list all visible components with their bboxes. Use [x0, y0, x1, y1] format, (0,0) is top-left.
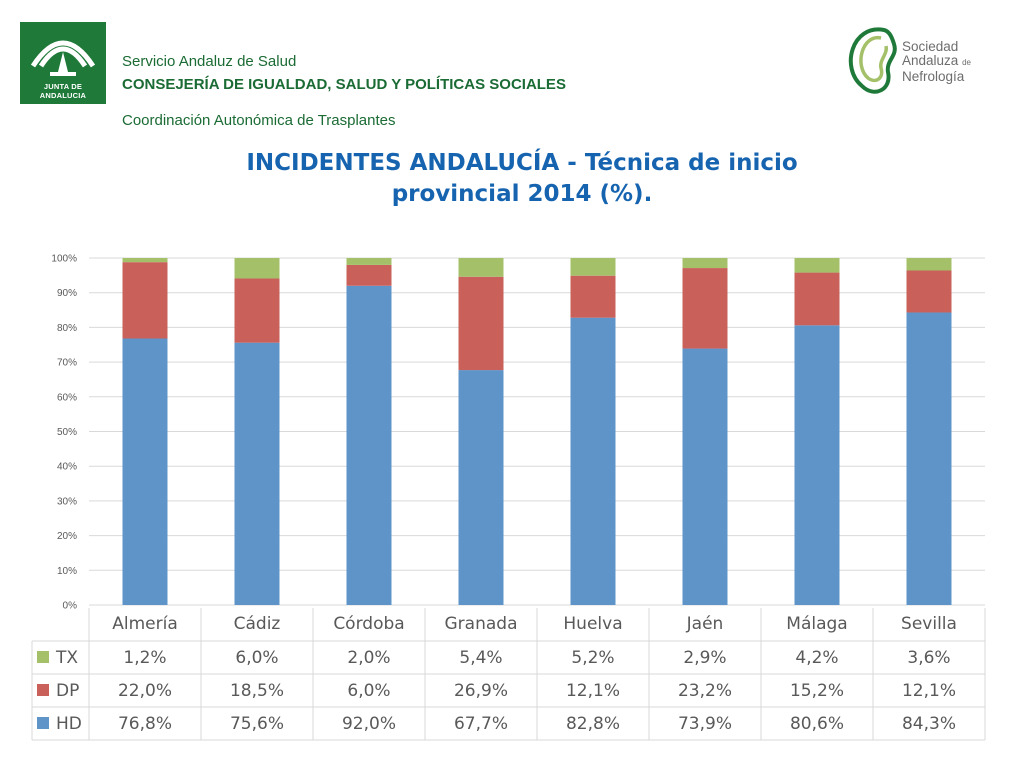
- table-cell-value: 23,2%: [678, 681, 732, 701]
- table-cell-value: 73,9%: [678, 714, 732, 734]
- sociedad-text-line1: Sociedad: [902, 39, 959, 54]
- x-category-label: Sevilla: [901, 614, 957, 634]
- legend-key-tx: [37, 651, 49, 663]
- bar-hd: [794, 325, 840, 605]
- table-cell-value: 12,1%: [566, 681, 620, 701]
- sociedad-andaluza-nefrologia-logo: [848, 27, 897, 94]
- y-tick-label: 90%: [57, 288, 77, 299]
- header-consejeria: CONSEJERÍA DE IGUALDAD, SALUD Y POLÍTICA…: [122, 76, 566, 93]
- table-cell-value: 5,4%: [459, 648, 502, 668]
- bar-dp: [234, 278, 280, 343]
- bar-tx: [906, 258, 952, 271]
- table-cell-value: 80,6%: [790, 714, 844, 734]
- table-cell-value: 6,0%: [235, 648, 278, 668]
- sociedad-andaluza: Andaluza: [902, 53, 959, 68]
- table-cell-value: 4,2%: [795, 648, 838, 668]
- y-tick-label: 50%: [57, 427, 77, 438]
- table-cell-value: 76,8%: [118, 714, 172, 734]
- y-tick-label: 80%: [57, 323, 77, 334]
- bar-hd: [234, 342, 280, 605]
- bar-hd: [906, 312, 952, 605]
- bar-dp: [346, 264, 392, 286]
- junta-de-andalucia-logo: JUNTA DE ANDALUCIA: [20, 22, 106, 104]
- bar-dp: [794, 272, 840, 326]
- kidney-outer-icon: [848, 27, 897, 94]
- bar-dp: [570, 275, 616, 318]
- table-cell-value: 2,9%: [683, 648, 726, 668]
- bar-tx: [682, 258, 728, 269]
- y-tick-label: 10%: [57, 566, 77, 577]
- y-tick-label: 40%: [57, 462, 77, 473]
- table-cell-value: 82,8%: [566, 714, 620, 734]
- table-cell-value: 2,0%: [347, 648, 390, 668]
- table-series-label: TX: [55, 648, 78, 668]
- y-tick-label: 30%: [57, 496, 77, 507]
- table-cell-value: 12,1%: [902, 681, 956, 701]
- bar-hd: [570, 317, 616, 605]
- junta-logo-text: JUNTA DE ANDALUCIA: [39, 82, 87, 100]
- table-cell-value: 67,7%: [454, 714, 508, 734]
- chart-title: INCIDENTES ANDALUCÍA - Técnica de inicio…: [150, 148, 894, 210]
- table-cell-value: 5,2%: [571, 648, 614, 668]
- table-cell-value: 1,2%: [123, 648, 166, 668]
- y-tick-label: 0%: [63, 601, 78, 612]
- chart-title-line2: provincial 2014 (%).: [391, 181, 653, 207]
- legend-key-dp: [37, 684, 49, 696]
- table-cell-value: 15,2%: [790, 681, 844, 701]
- legend-key-hd: [37, 717, 49, 729]
- x-category-label: Granada: [445, 614, 518, 634]
- y-tick-label: 20%: [57, 531, 77, 542]
- table-cell-value: 75,6%: [230, 714, 284, 734]
- table-cell-value: 26,9%: [454, 681, 508, 701]
- sociedad-logo-text: Sociedad Andaluza de Nefrología: [902, 40, 971, 84]
- bar-tx: [122, 258, 168, 263]
- x-category-label: Almería: [112, 614, 178, 634]
- table-cell-value: 3,6%: [907, 648, 950, 668]
- sociedad-de: de: [962, 58, 971, 67]
- chart-title-line1: INCIDENTES ANDALUCÍA - Técnica de inicio: [246, 150, 798, 176]
- bar-hd: [682, 348, 728, 605]
- bar-tx: [346, 258, 392, 265]
- table-cell-value: 84,3%: [902, 714, 956, 734]
- x-category-label: Cádiz: [234, 614, 281, 634]
- bar-dp: [906, 270, 952, 313]
- bar-hd: [458, 370, 504, 605]
- bar-dp: [682, 268, 728, 349]
- y-tick-label: 100%: [51, 254, 77, 265]
- x-category-label: Jaén: [686, 614, 724, 634]
- table-cell-value: 22,0%: [118, 681, 172, 701]
- x-category-label: Málaga: [786, 614, 847, 634]
- sociedad-text-line2: Andaluza de: [902, 54, 971, 70]
- kidney-inner-icon: [859, 36, 889, 83]
- header-service: Servicio Andaluz de Salud: [122, 53, 297, 70]
- table-cell-value: 18,5%: [230, 681, 284, 701]
- bar-hd: [346, 285, 392, 605]
- y-tick-label: 70%: [57, 358, 77, 369]
- bar-dp: [122, 262, 168, 339]
- table-cell-value: 6,0%: [347, 681, 390, 701]
- x-category-label: Huelva: [563, 614, 622, 634]
- sociedad-text-line3: Nefrología: [902, 69, 965, 84]
- bar-dp: [458, 276, 504, 371]
- bar-tx: [570, 258, 616, 276]
- bar-tx: [794, 258, 840, 273]
- junta-emblem-icon: [30, 40, 96, 76]
- bar-tx: [458, 258, 504, 277]
- table-series-label: DP: [56, 681, 79, 701]
- table-cell-value: 92,0%: [342, 714, 396, 734]
- table-series-label: HD: [56, 714, 82, 734]
- bar-hd: [122, 338, 168, 605]
- y-tick-label: 60%: [57, 392, 77, 403]
- x-category-label: Córdoba: [333, 614, 404, 634]
- bar-tx: [234, 258, 280, 279]
- header-coordinacion: Coordinación Autonómica de Trasplantes: [122, 112, 396, 129]
